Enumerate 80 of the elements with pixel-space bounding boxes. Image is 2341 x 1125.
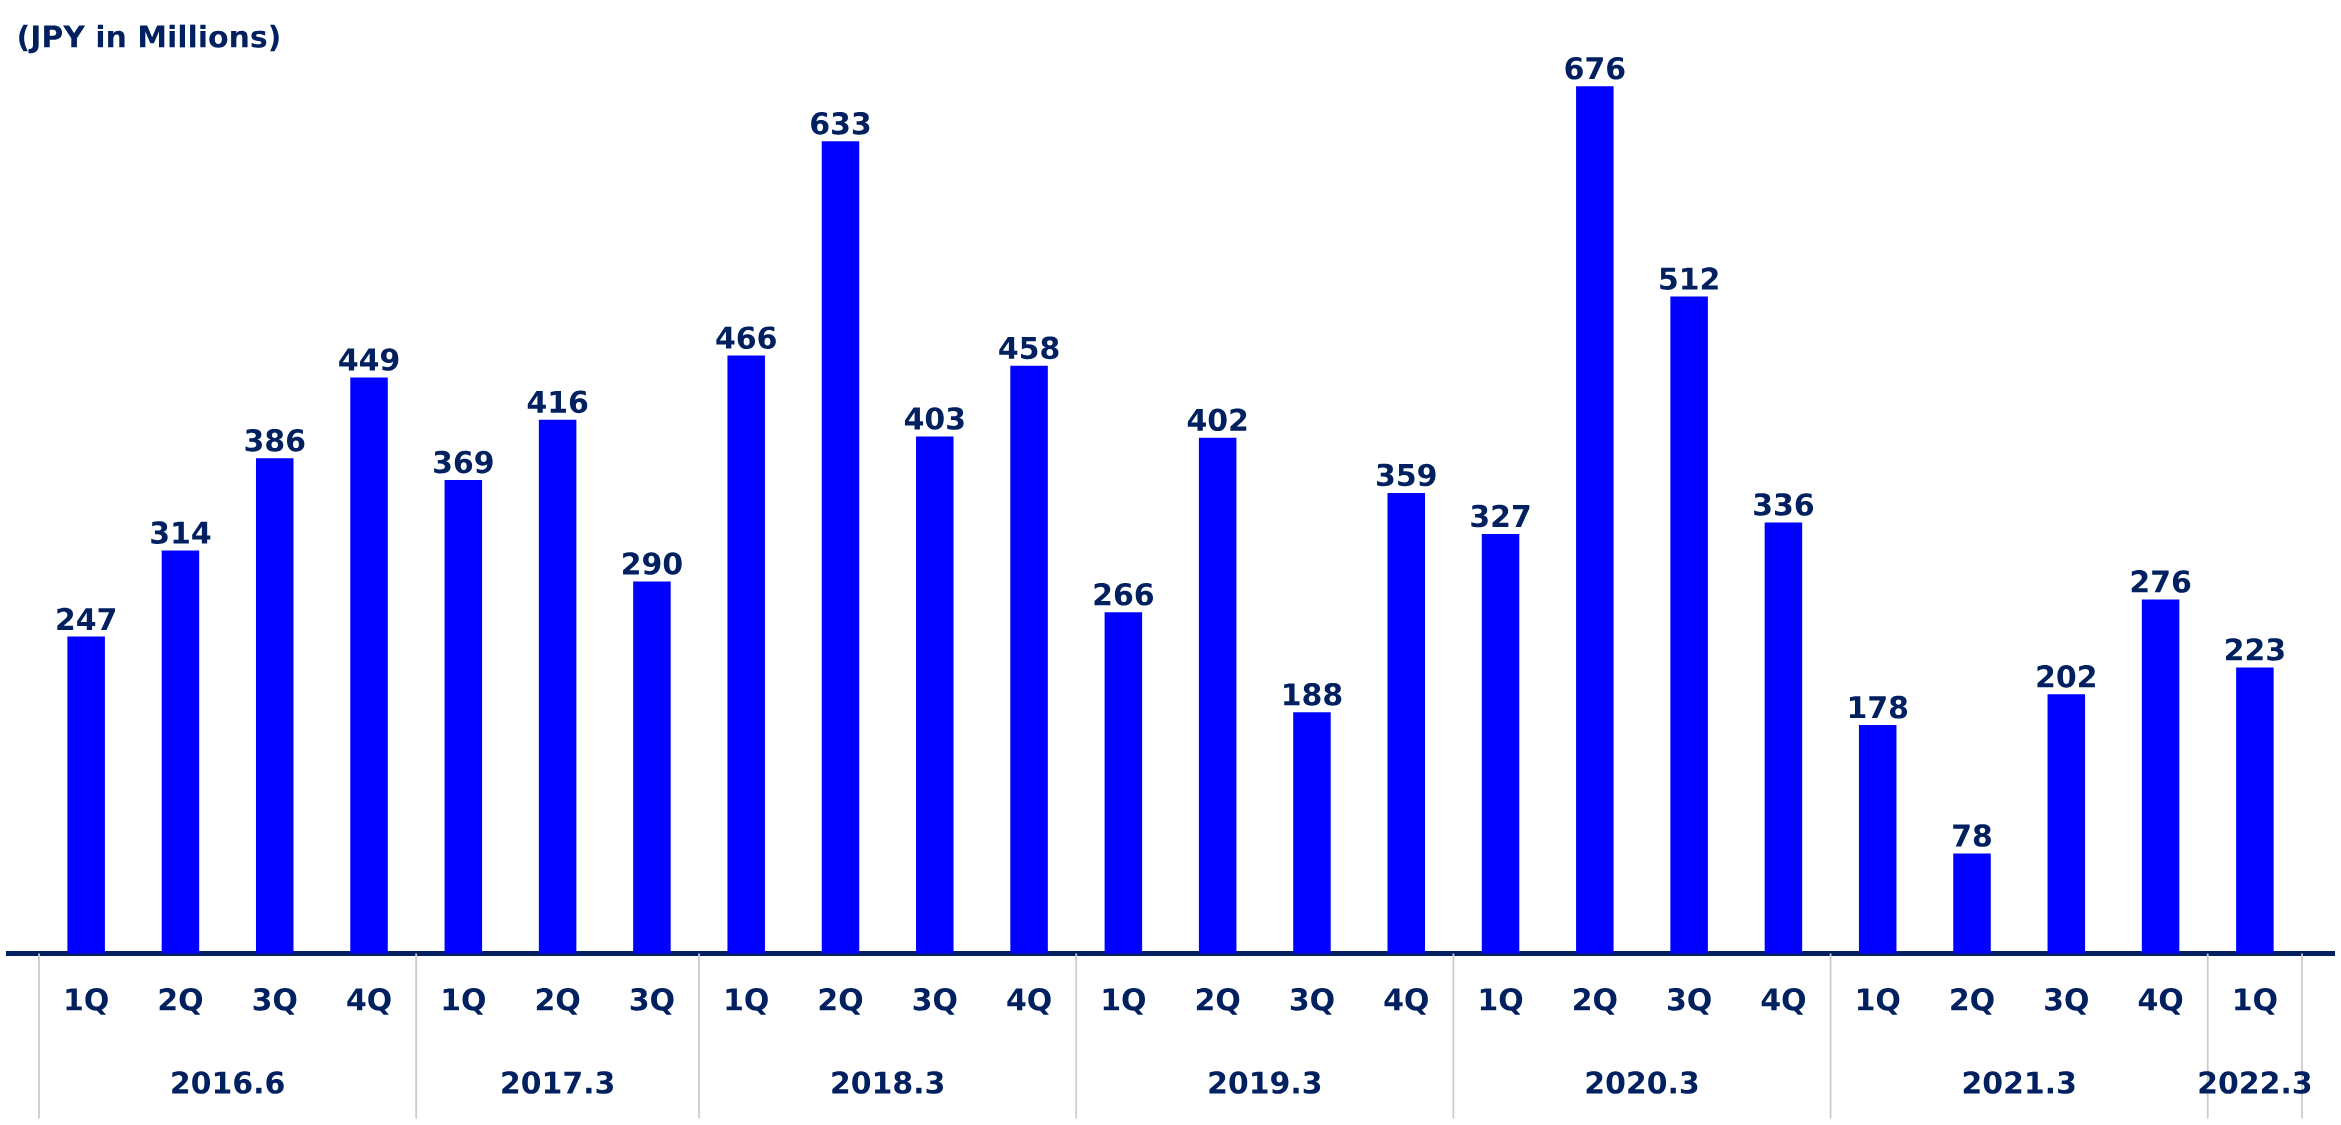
x-tick-label: 1Q [1103, 988, 1145, 1015]
bar [2047, 694, 2086, 954]
data-label: 386 [245, 429, 305, 452]
bar [1858, 725, 1897, 954]
bar [1576, 86, 1614, 954]
x-tick-label: 3Q [913, 988, 957, 1015]
bar [1764, 522, 1803, 954]
data-label: 247 [57, 607, 115, 631]
data-label: 327 [1471, 504, 1530, 528]
data-label: 403 [904, 407, 964, 431]
x-tick-label: 1Q [2235, 988, 2277, 1015]
data-label: 449 [339, 348, 399, 372]
data-label: 223 [2226, 638, 2284, 661]
data-label: 276 [2131, 570, 2191, 593]
bar [1293, 712, 1331, 954]
data-label: 266 [1094, 583, 1154, 606]
x-tick-label: 3Q [253, 988, 297, 1015]
bar [1481, 534, 1520, 954]
text: 2021.3 [1963, 1071, 2075, 1095]
bar [633, 581, 671, 954]
x-tick-label: 1Q [726, 988, 768, 1015]
x-tick-label: 4Q [1384, 988, 1428, 1015]
data-label: 202 [2037, 665, 2095, 688]
x-tick-label: 2Q [159, 988, 203, 1015]
x-tick-label: 3Q [2045, 988, 2088, 1015]
x-tick-label: 2Q [1574, 988, 1617, 1015]
bar [1387, 493, 1426, 954]
x-tick-label: 3Q [1290, 988, 1334, 1015]
x-tick-label: 4Q [1761, 988, 1806, 1015]
text: 2018.3 [832, 1071, 943, 1095]
text: 2019.3 [1209, 1071, 1321, 1095]
x-tick-label: 3Q [630, 988, 674, 1015]
y-axis-title: (JPY in Millions) [19, 24, 279, 54]
data-label: 416 [527, 390, 588, 414]
x-tick-label: 4Q [347, 988, 391, 1015]
bar [821, 141, 860, 954]
data-label: 188 [1284, 683, 1342, 706]
data-label: 359 [1377, 463, 1436, 487]
x-tick-label: 1Q [1857, 988, 1900, 1015]
x-tick-label: 3Q [1668, 988, 1711, 1015]
data-label: 369 [434, 451, 493, 474]
data-label: 336 [1754, 493, 1814, 516]
data-label: 314 [151, 521, 211, 545]
data-label: 402 [1187, 408, 1247, 432]
x-tick-label: 2Q [1951, 988, 1994, 1015]
bar [1198, 437, 1237, 954]
bar [1953, 853, 1991, 954]
x-tick-label: 1Q [1480, 988, 1523, 1015]
bar [2236, 667, 2274, 954]
data-label: 178 [1849, 696, 1908, 719]
data-label: 633 [811, 112, 870, 135]
x-tick-label: 2Q [536, 988, 580, 1015]
x-tick-label: 1Q [443, 988, 485, 1015]
bar [67, 636, 105, 954]
data-label: 676 [1565, 57, 1625, 80]
x-tick-label: 2Q [1196, 988, 1240, 1015]
bar [538, 419, 577, 954]
text: 2022.3 [2199, 1071, 2311, 1095]
bar [1010, 366, 1048, 954]
bar [444, 480, 483, 954]
bar [916, 436, 954, 954]
bar [1104, 612, 1143, 954]
text: 2016.6 [172, 1071, 284, 1095]
bar [2141, 599, 2180, 954]
text: 2017.3 [502, 1071, 613, 1095]
data-label: 458 [999, 336, 1059, 360]
bar [350, 377, 388, 954]
bar [161, 550, 200, 954]
data-label: 466 [716, 326, 776, 350]
bar [727, 355, 765, 954]
x-tick-label: 4Q [2138, 988, 2183, 1015]
text: 2020.3 [1586, 1071, 1698, 1095]
bar [1670, 296, 1708, 954]
data-label: 78 [1953, 824, 1991, 848]
x-tick-label: 2Q [819, 988, 863, 1015]
x-tick-label: 4Q [1007, 988, 1051, 1015]
bar [255, 458, 294, 954]
x-tick-label: 1Q [66, 988, 108, 1015]
data-label: 290 [623, 552, 682, 576]
data-label: 512 [1660, 267, 1718, 291]
